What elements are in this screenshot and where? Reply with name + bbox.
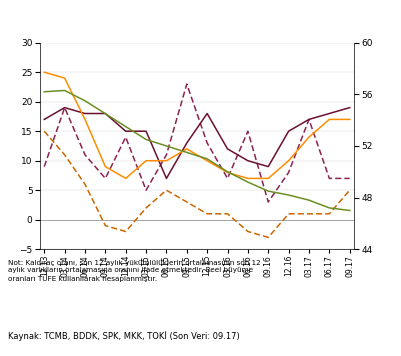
Varlıklar Büyüme bbox=[286, 129, 290, 134]
Line: Yükümlülükler Büyüme: Yükümlülükler Büyüme bbox=[44, 72, 349, 178]
Varlıklar Reel Büyüme bbox=[164, 153, 168, 157]
Yükümlülükler Reel Büyüme bbox=[245, 229, 250, 234]
Line: Varlıklar Reel Büyüme: Varlıklar Reel Büyüme bbox=[44, 84, 349, 202]
Kaldıraç Oranı (Sağ E.) bbox=[42, 90, 47, 94]
Yükümlülükler Reel Büyüme bbox=[103, 224, 107, 228]
Yükümlülükler Reel Büyüme bbox=[82, 182, 87, 187]
Varlıklar Büyüme bbox=[204, 111, 209, 116]
Yükümlülükler Büyüme bbox=[184, 147, 189, 151]
Yükümlülükler Reel Büyüme bbox=[123, 229, 128, 234]
Line: Varlıklar Büyüme: Varlıklar Büyüme bbox=[44, 108, 349, 178]
Yükümlülükler Reel Büyüme bbox=[326, 212, 331, 216]
Kaldıraç Oranı (Sağ E.) bbox=[326, 206, 331, 210]
Varlıklar Büyüme bbox=[82, 111, 87, 116]
Line: Kaldıraç Oranı (Sağ E.): Kaldıraç Oranı (Sağ E.) bbox=[44, 90, 349, 210]
Yükümlülükler Büyüme bbox=[42, 70, 47, 74]
Kaldıraç Oranı (Sağ E.) bbox=[245, 180, 250, 184]
Kaldıraç Oranı (Sağ E.) bbox=[204, 157, 209, 161]
Yükümlülükler Reel Büyüme bbox=[42, 129, 47, 134]
Varlıklar Büyüme bbox=[103, 111, 107, 116]
Varlıklar Büyüme bbox=[346, 105, 351, 110]
Yükümlülükler Reel Büyüme bbox=[225, 212, 229, 216]
Varlıklar Reel Büyüme bbox=[82, 153, 87, 157]
Varlıklar Reel Büyüme bbox=[143, 188, 148, 192]
Kaldıraç Oranı (Sağ E.) bbox=[143, 137, 148, 142]
Yükümlülükler Büyüme bbox=[326, 117, 331, 121]
Kaldıraç Oranı (Sağ E.) bbox=[265, 189, 270, 193]
Varlıklar Reel Büyüme bbox=[225, 176, 229, 180]
Text: Kaynak: TCMB, BDDK, SPK, MKK, TOKİ (Son Veri: 09.17): Kaynak: TCMB, BDDK, SPK, MKK, TOKİ (Son … bbox=[8, 331, 239, 341]
Yükümlülükler Reel Büyüme bbox=[62, 153, 67, 157]
Varlıklar Reel Büyüme bbox=[42, 164, 47, 169]
Varlıklar Reel Büyüme bbox=[62, 105, 67, 110]
Kaldıraç Oranı (Sağ E.) bbox=[164, 144, 168, 148]
Varlıklar Reel Büyüme bbox=[123, 135, 128, 139]
Yükümlülükler Reel Büyüme bbox=[265, 235, 270, 240]
Yükümlülükler Büyüme bbox=[62, 76, 67, 80]
Yükümlülükler Reel Büyüme bbox=[204, 212, 209, 216]
Kaldıraç Oranı (Sağ E.) bbox=[103, 111, 107, 116]
Varlıklar Büyüme bbox=[164, 176, 168, 180]
Yükümlülükler Reel Büyüme bbox=[346, 188, 351, 192]
Yükümlülükler Büyüme bbox=[306, 135, 311, 139]
Varlıklar Büyüme bbox=[306, 117, 311, 121]
Yükümlülükler Reel Büyüme bbox=[164, 188, 168, 192]
Varlıklar Büyüme bbox=[123, 129, 128, 134]
Yükümlülükler Büyüme bbox=[265, 176, 270, 180]
Yükümlülükler Büyüme bbox=[225, 171, 229, 175]
Yükümlülükler Reel Büyüme bbox=[306, 212, 311, 216]
Varlıklar Büyüme bbox=[62, 105, 67, 110]
Varlıklar Büyüme bbox=[265, 164, 270, 169]
Kaldıraç Oranı (Sağ E.) bbox=[62, 88, 67, 93]
Kaldıraç Oranı (Sağ E.) bbox=[306, 198, 311, 202]
Yükümlülükler Büyüme bbox=[204, 158, 209, 163]
Varlıklar Reel Büyüme bbox=[286, 171, 290, 175]
Varlıklar Reel Büyüme bbox=[265, 200, 270, 204]
Yükümlülükler Büyüme bbox=[245, 176, 250, 180]
Varlıklar Reel Büyüme bbox=[204, 141, 209, 145]
Yükümlülükler Büyüme bbox=[103, 164, 107, 169]
Line: Yükümlülükler Reel Büyüme: Yükümlülükler Reel Büyüme bbox=[44, 131, 349, 237]
Varlıklar Büyüme bbox=[326, 111, 331, 116]
Varlıklar Reel Büyüme bbox=[346, 176, 351, 180]
Varlıklar Büyüme bbox=[245, 158, 250, 163]
Varlıklar Reel Büyüme bbox=[326, 176, 331, 180]
Kaldıraç Oranı (Sağ E.) bbox=[286, 193, 290, 197]
Yükümlülükler Büyüme bbox=[143, 158, 148, 163]
Varlıklar Reel Büyüme bbox=[306, 117, 311, 121]
Yükümlülükler Büyüme bbox=[164, 158, 168, 163]
Yükümlülükler Reel Büyüme bbox=[184, 200, 189, 204]
Varlıklar Reel Büyüme bbox=[184, 82, 189, 86]
Varlıklar Büyüme bbox=[225, 147, 229, 151]
Yükümlülükler Büyüme bbox=[286, 158, 290, 163]
Text: Not: Kaldıraç oranı, son 12 aylık yükümlülüklerin ortalamasının son 12
aylık var: Not: Kaldıraç oranı, son 12 aylık yüküml… bbox=[8, 260, 260, 282]
Yükümlülükler Reel Büyüme bbox=[286, 212, 290, 216]
Varlıklar Büyüme bbox=[42, 117, 47, 121]
Varlıklar Reel Büyüme bbox=[103, 176, 107, 180]
Kaldıraç Oranı (Sağ E.) bbox=[346, 208, 351, 213]
Kaldıraç Oranı (Sağ E.) bbox=[123, 125, 128, 129]
Yükümlülükler Reel Büyüme bbox=[143, 206, 148, 210]
Kaldıraç Oranı (Sağ E.) bbox=[225, 170, 229, 174]
Varlıklar Büyüme bbox=[143, 129, 148, 134]
Yükümlülükler Büyüme bbox=[82, 117, 87, 121]
Yükümlülükler Büyüme bbox=[123, 176, 128, 180]
Kaldıraç Oranı (Sağ E.) bbox=[82, 99, 87, 103]
Yükümlülükler Büyüme bbox=[346, 117, 351, 121]
Varlıklar Büyüme bbox=[184, 141, 189, 145]
Kaldıraç Oranı (Sağ E.) bbox=[184, 150, 189, 155]
Varlıklar Reel Büyüme bbox=[245, 129, 250, 134]
